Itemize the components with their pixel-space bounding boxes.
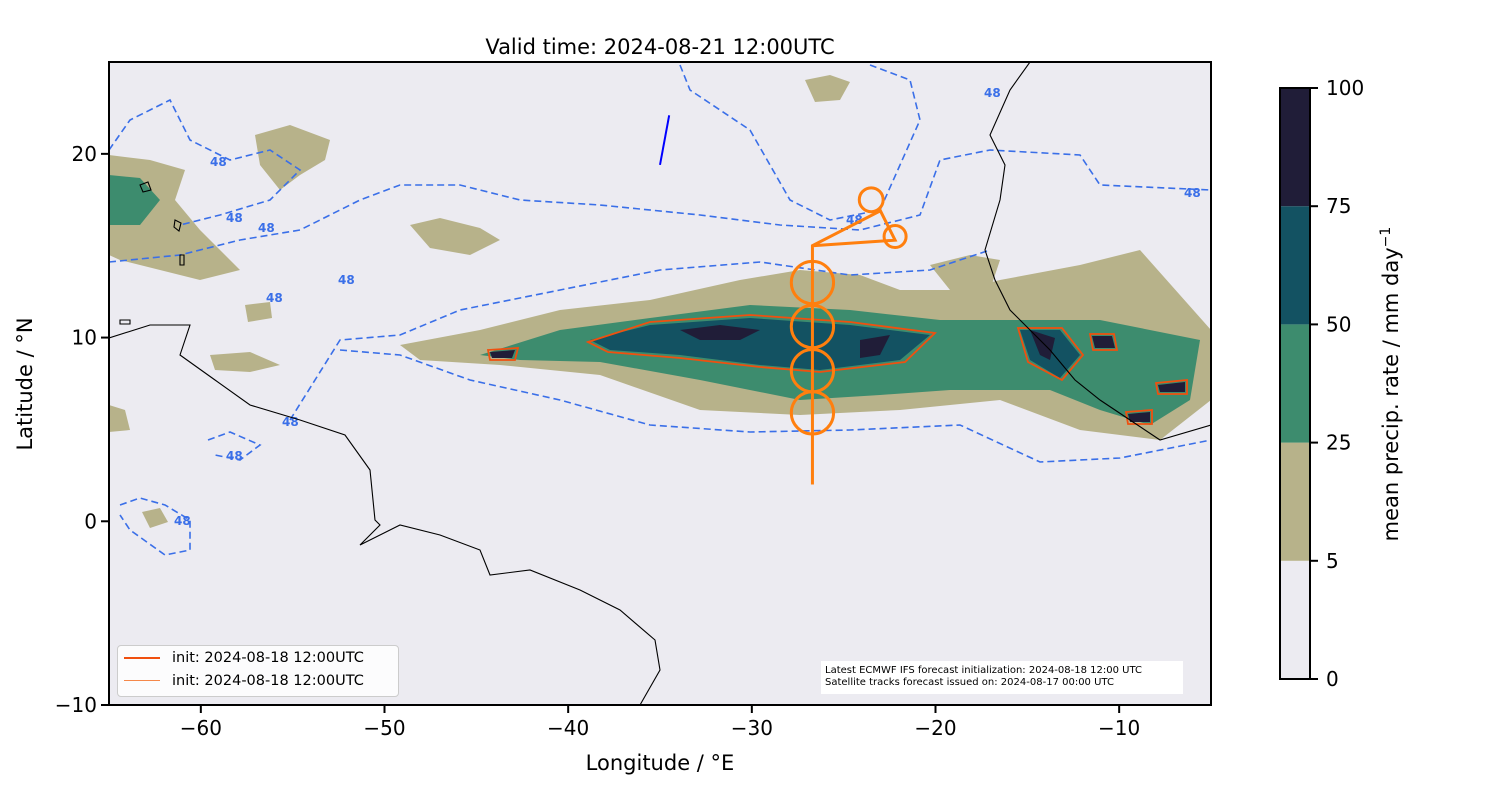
x-tick-label: −20 [914,716,956,740]
precip-5-25 [930,255,1000,290]
precip-5-25 [245,302,272,322]
coastlines [109,62,1211,705]
satellite-track-line [659,115,671,166]
contour-label: 48 [258,221,275,235]
legend-label: init: 2024-08-18 12:00UTC [172,672,364,689]
precip-75-100 [1128,412,1150,422]
map-frame [108,61,1212,706]
x-axis-label: Longitude / °E [586,751,735,775]
track-footprint-circle [882,224,908,250]
axes: −60 −50 −40 −30 −20 −10 20 10 0 −10 [55,142,1140,740]
precip-75-100 [860,335,890,358]
colorbar-tick-label: 25 [1326,431,1351,455]
contour-label: 48 [174,514,191,528]
y-tick-label: 10 [72,326,97,350]
precip-5-25 [805,75,850,102]
track-layer [659,115,908,485]
y-axis-label: Latitude / °N [13,317,37,450]
colorbar-tick-label: 5 [1326,549,1339,573]
track-footprint-circle [789,259,836,306]
init-note: Latest ECMWF IFS forecast initialization… [825,665,1142,676]
colorbar-tick-label: 50 [1326,312,1351,336]
precip-75-100 [1030,330,1055,360]
precip-5-25 [142,508,168,528]
colorbar-tick-label: 0 [1326,667,1339,691]
legend-label: init: 2024-08-18 12:00UTC [172,649,364,666]
precip-75-100 [1092,336,1115,348]
track-footprint-circle [789,303,836,350]
colorbar-label: mean precip. rate / mm day−1 [1378,227,1403,542]
precip-75-100 [1158,382,1185,392]
colorbar-segment [1280,560,1310,679]
y-tick-label: −10 [55,693,97,717]
precip-5-25 [109,405,130,432]
contour-label: 48 [226,211,243,225]
legend-line-icon [124,656,160,659]
y-tick-label: 0 [84,509,97,533]
legend-line-icon [124,680,160,681]
x-tick-label: −50 [363,716,405,740]
precip-5-25 [210,352,280,372]
precip-75-100 [490,350,515,358]
contour-label: 48 [984,86,1001,100]
colorbar: 0 5 25 50 75 100 [1279,76,1364,691]
precip-50-75 [590,318,930,370]
contour-label: 48 [226,449,243,463]
contour-labels: 48 48 48 48 48 48 48 48 48 48 48 [174,86,1201,528]
precip-75-100 [680,325,760,340]
precip-5-25 [410,218,500,255]
colorbar-tick-label: 75 [1326,194,1351,218]
satellite-note: Satellite tracks forecast issued on: 202… [825,677,1114,688]
x-tick-label: −30 [731,716,773,740]
forecast-track-line [810,208,898,485]
legend-item: init: 2024-08-18 12:00UTC [118,669,398,692]
x-tick-label: −60 [180,716,222,740]
precip-25-50 [109,175,160,225]
precip-outline-contours [486,314,1188,425]
colorbar-segment [1280,324,1310,443]
forecast-info-box: Latest ECMWF IFS forecast initialization… [821,661,1183,694]
x-tick-label: −10 [1098,716,1140,740]
legend: init: 2024-08-18 12:00UTC init: 2024-08-… [117,645,399,697]
colorbar-segment [1280,206,1310,325]
colorbar-tick-label: 100 [1326,76,1364,100]
contour-label: 48 [1184,186,1201,200]
colorbar-segment [1280,88,1310,207]
precip-5-25 [255,125,330,190]
chart-title: Valid time: 2024-08-21 12:00UTC [485,35,834,59]
track-footprint-circle [857,186,885,214]
legend-item: init: 2024-08-18 12:00UTC [118,646,398,669]
y-tick-label: 20 [72,142,97,166]
colorbar-segment [1280,442,1310,561]
contour-label: 48 [266,291,283,305]
contour-label: 48 [210,155,227,169]
x-tick-label: −40 [547,716,589,740]
colorbar-frame [1279,87,1311,680]
contour-label: 48 [338,273,355,287]
track-footprint-circle [789,390,836,436]
contour-48-lines [109,64,1211,556]
